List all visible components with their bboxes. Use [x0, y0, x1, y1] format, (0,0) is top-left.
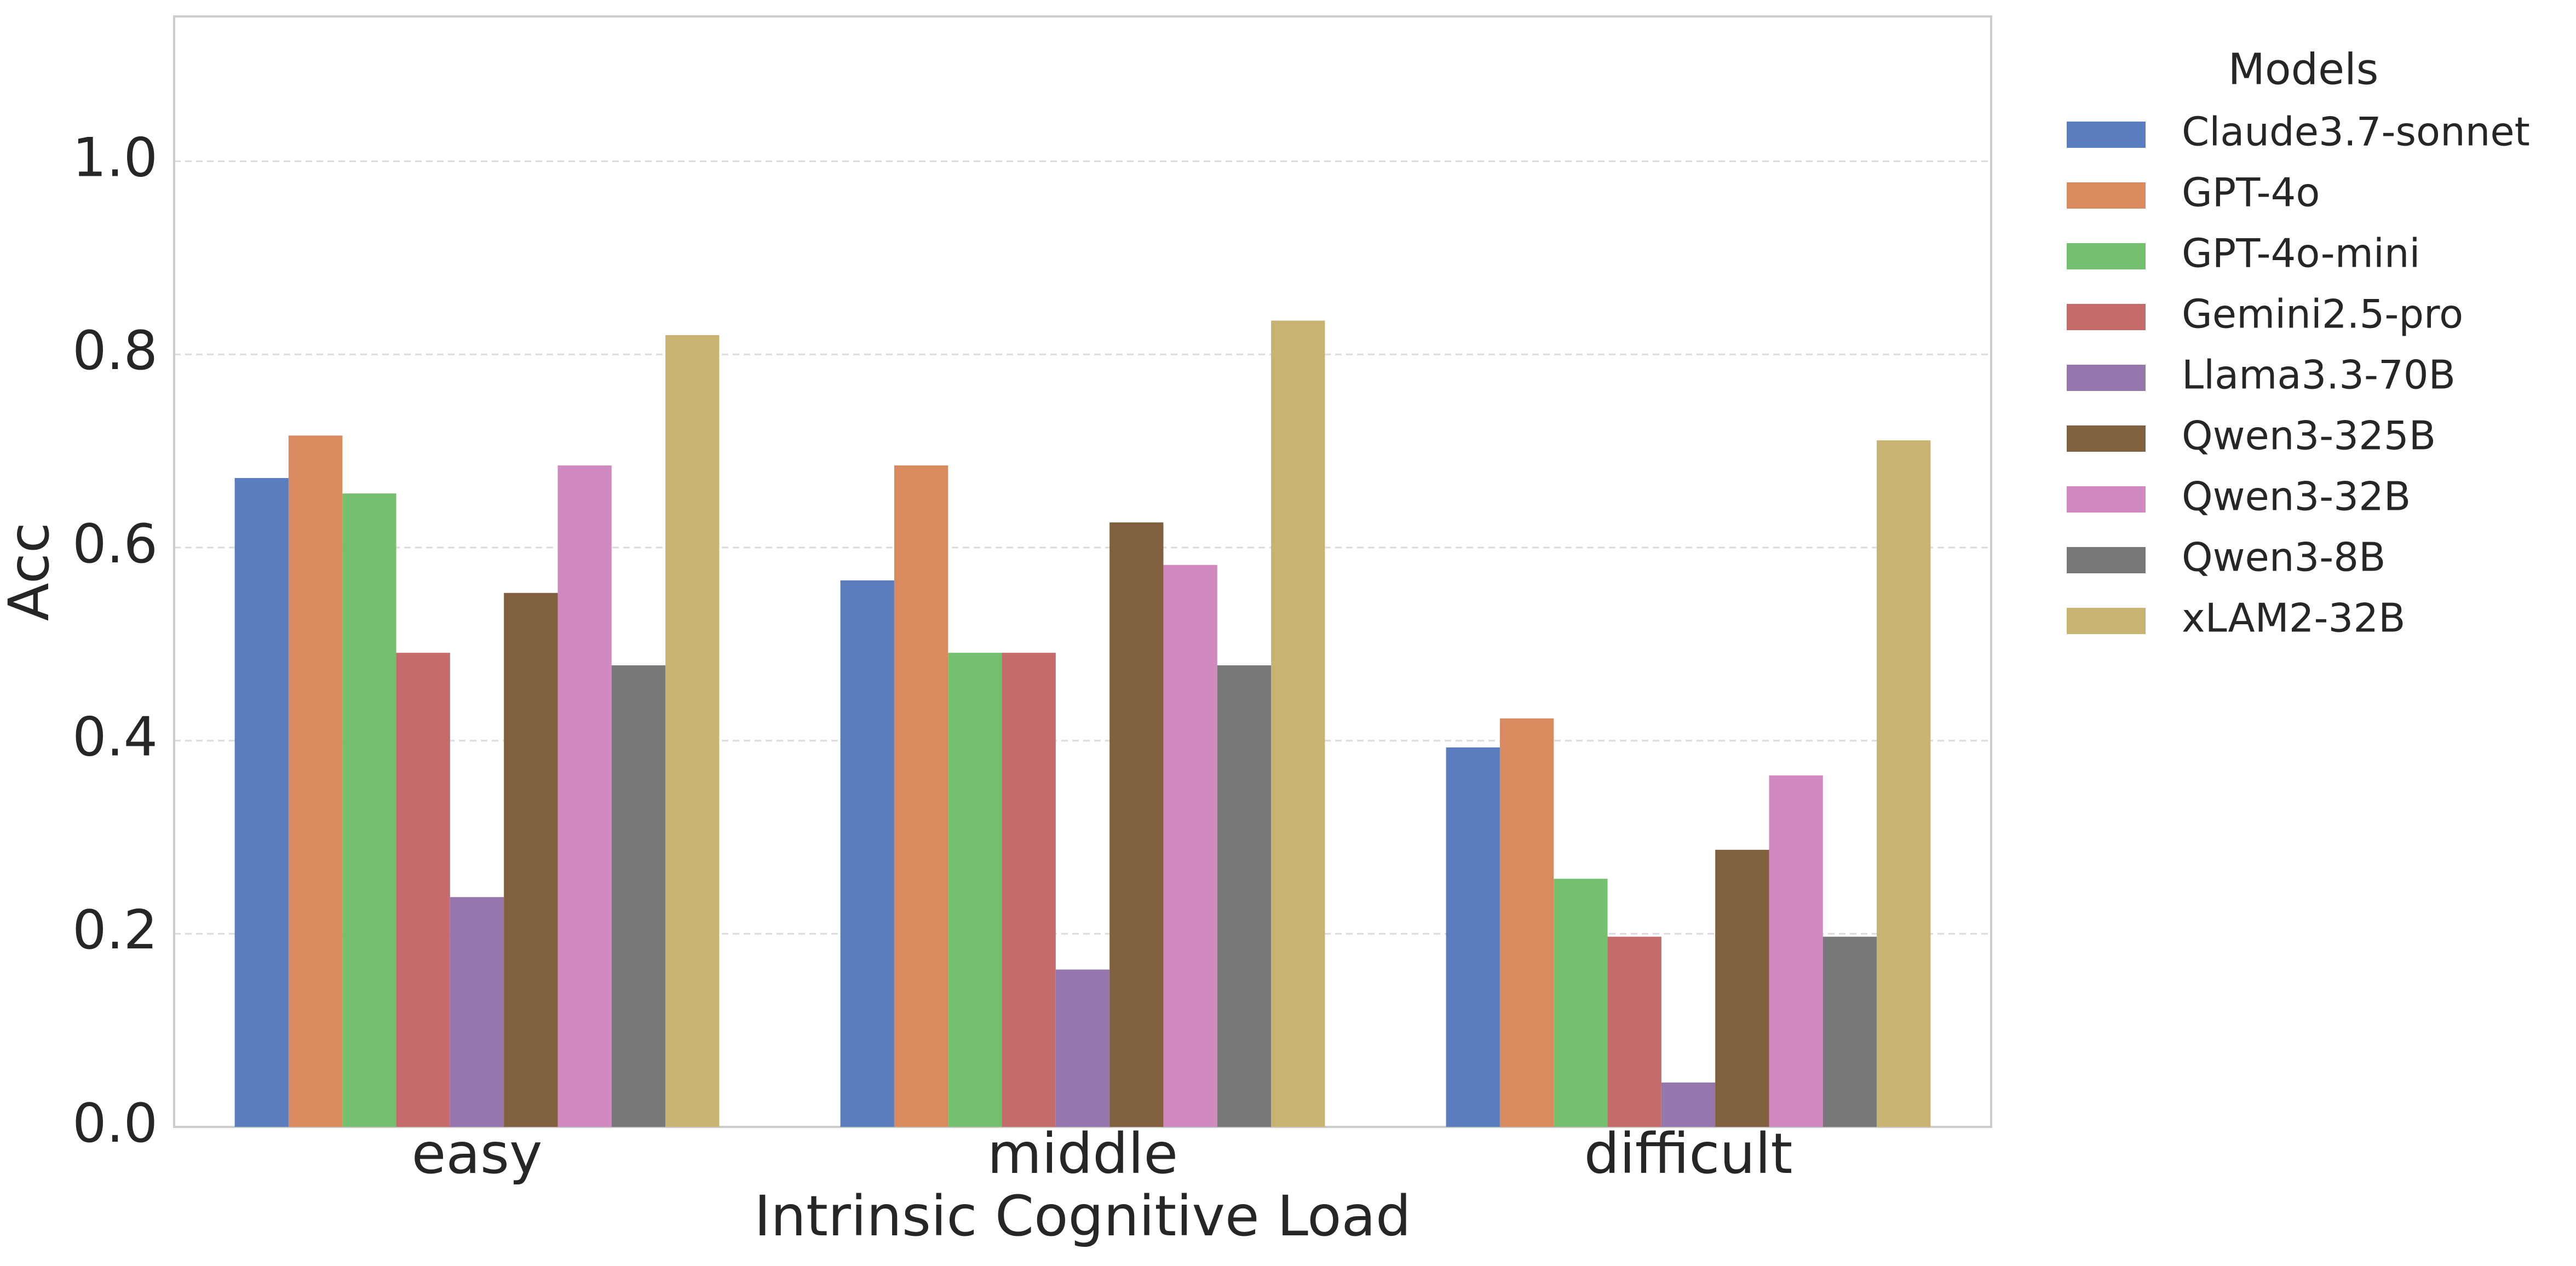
- bar: [504, 592, 558, 1127]
- bar: [557, 465, 612, 1127]
- x-tick-label: easy: [412, 1121, 543, 1187]
- legend-swatch: [2067, 365, 2146, 391]
- y-tick-label: 0.0: [72, 1092, 158, 1155]
- bar: [1877, 440, 1931, 1127]
- legend-swatch: [2067, 486, 2146, 513]
- legend-label: Qwen3-8B: [2182, 534, 2385, 580]
- legend-swatch: [2067, 182, 2146, 209]
- legend-label: GPT-4o: [2182, 170, 2320, 216]
- bar: [1499, 718, 1554, 1127]
- bar: [1715, 849, 1769, 1127]
- bar: [450, 897, 504, 1127]
- bar: [1661, 1082, 1716, 1127]
- bar: [611, 665, 666, 1127]
- legend-swatch: [2067, 608, 2146, 634]
- bar: [1271, 320, 1325, 1127]
- x-tick-label: difficult: [1584, 1121, 1793, 1187]
- legend-swatch: [2067, 122, 2146, 148]
- y-tick-label: 0.2: [72, 899, 158, 962]
- bar: [1446, 747, 1500, 1127]
- y-tick-label: 1.0: [72, 126, 158, 189]
- legend-swatch: [2067, 547, 2146, 573]
- legend-label: Gemini2.5-pro: [2182, 291, 2463, 337]
- legend-label: xLAM2-32B: [2182, 595, 2406, 641]
- legend-label: Claude3.7-sonnet: [2182, 109, 2530, 155]
- bar: [1554, 878, 1608, 1127]
- y-axis-label: Acc: [0, 522, 62, 621]
- bar: [1217, 665, 1272, 1127]
- legend-swatch: [2067, 243, 2146, 269]
- bar: [1607, 936, 1661, 1127]
- x-tick-label: middle: [987, 1121, 1178, 1187]
- bar: [1109, 522, 1164, 1127]
- y-tick-label: 0.6: [72, 513, 158, 576]
- bar: [396, 653, 450, 1127]
- bar: [665, 335, 720, 1127]
- y-tick-label: 0.4: [72, 706, 158, 768]
- bar: [948, 653, 1002, 1127]
- bar: [234, 477, 289, 1127]
- bar: [1822, 936, 1877, 1127]
- bar: [894, 465, 948, 1127]
- legend-swatch: [2067, 425, 2146, 452]
- bar: [1002, 653, 1056, 1127]
- bar: [1055, 969, 1110, 1127]
- legend-label: Llama3.3-70B: [2182, 352, 2456, 398]
- bar: [840, 580, 894, 1127]
- y-tick-label: 0.8: [72, 320, 158, 382]
- legend-label: Qwen3-32B: [2182, 474, 2411, 520]
- legend-title: Models: [2228, 45, 2379, 94]
- bar: [1769, 775, 1823, 1127]
- bar: [1163, 565, 1217, 1127]
- x-axis-label: Intrinsic Cognitive Load: [754, 1184, 1411, 1249]
- bar: [288, 435, 343, 1127]
- bar: [342, 493, 396, 1127]
- legend-label: Qwen3-325B: [2182, 413, 2436, 459]
- legend-swatch: [2067, 304, 2146, 330]
- legend-label: GPT-4o-mini: [2182, 231, 2420, 277]
